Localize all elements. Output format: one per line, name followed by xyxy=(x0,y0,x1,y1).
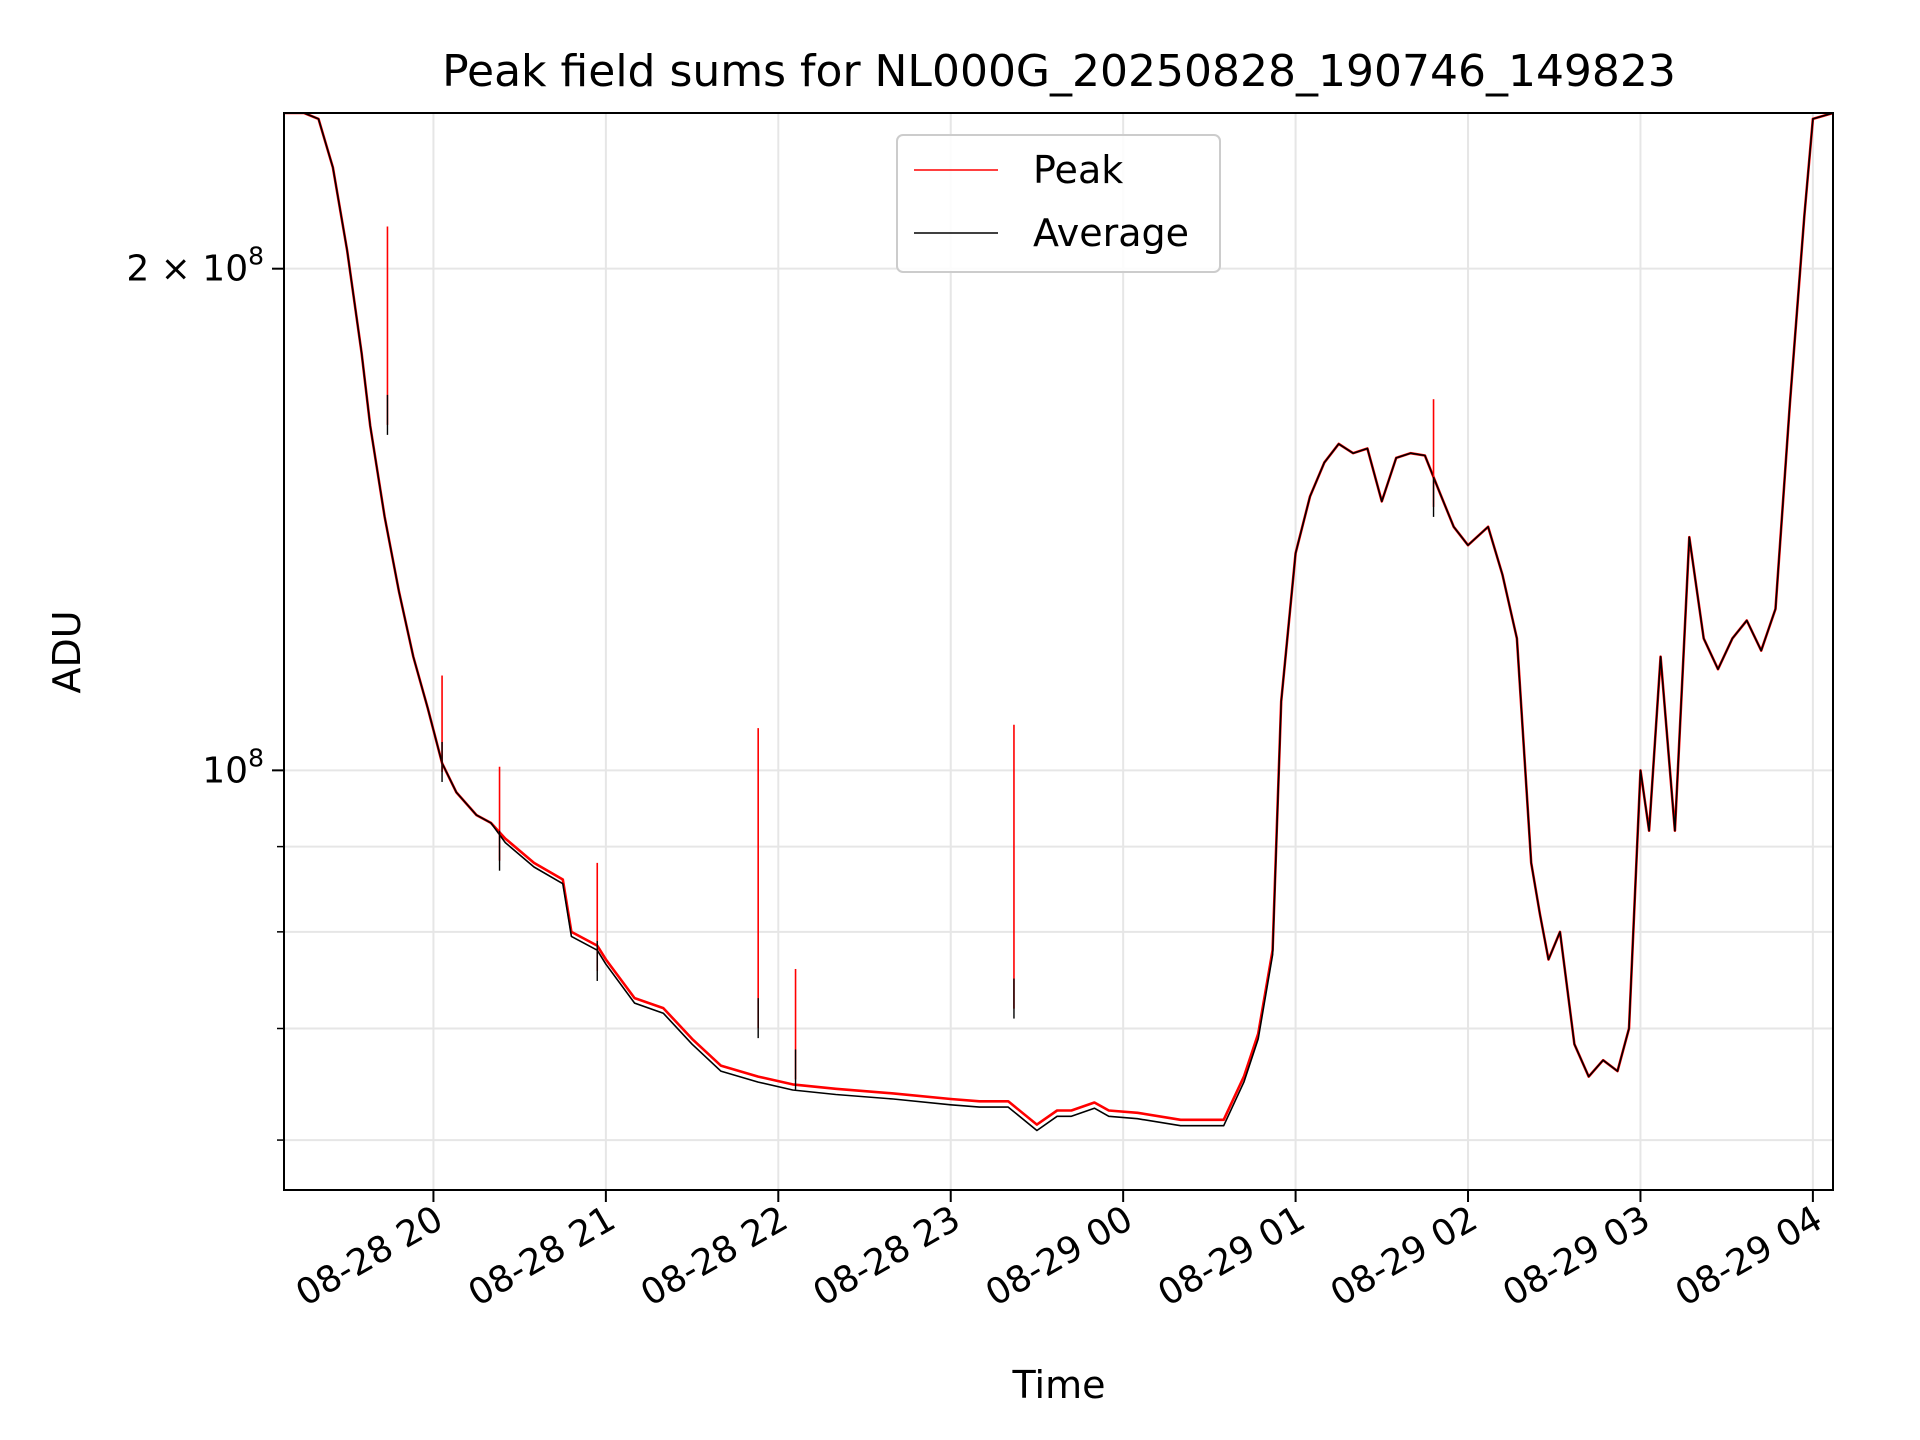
series-line-average xyxy=(284,113,1833,1132)
x-axis-label: Time xyxy=(1012,1363,1106,1407)
plot-frame xyxy=(283,112,1834,1191)
y-axis-label: ADU xyxy=(45,610,89,693)
y-tick-label-base: 10 xyxy=(202,750,248,791)
plot-area xyxy=(284,113,1833,1132)
legend-label-average: Average xyxy=(1033,211,1189,255)
y-tick-label-exponent: 8 xyxy=(248,743,264,772)
y-tick-label-exponent: 8 xyxy=(248,242,264,271)
y-tick-label: 2 × 108 xyxy=(126,242,264,290)
y-tick-label: 108 xyxy=(202,743,264,791)
legend: Peak Average xyxy=(896,134,1221,273)
series-layer xyxy=(284,113,1833,1132)
legend-label-peak: Peak xyxy=(1033,148,1123,192)
chart-title: Peak field sums for NL000G_20250828_1907… xyxy=(442,46,1676,97)
y-tick-label-base: 2 × 10 xyxy=(126,249,248,290)
